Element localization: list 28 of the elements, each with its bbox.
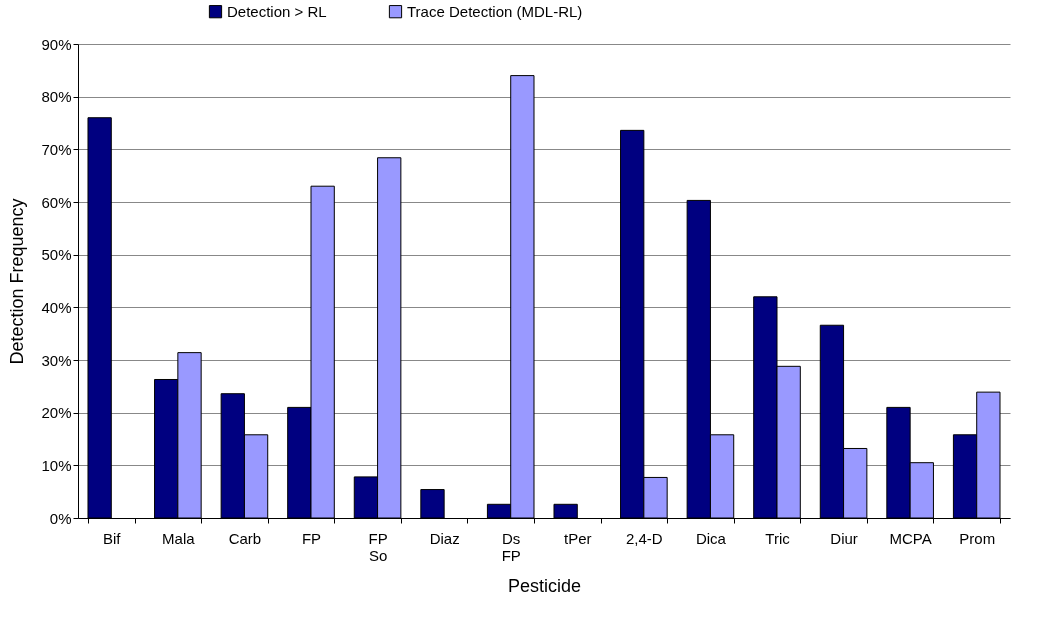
x-axis-title: Pesticide — [507, 575, 582, 596]
y-tick-label: 70% — [41, 140, 72, 158]
y-axis-title: Detection Frequency — [7, 198, 28, 365]
x-tick-label: Diaz — [429, 529, 460, 547]
x-tick-label: 2,4-D — [626, 529, 663, 547]
y-tick-label: 80% — [41, 88, 72, 106]
y-tick-label: 20% — [41, 404, 72, 422]
x-tick-label: FP — [301, 529, 322, 547]
x-tick-label: Mala — [162, 529, 196, 547]
y-tick-label: 40% — [41, 298, 72, 316]
x-tick-label: Carb — [228, 529, 262, 547]
x-tick-label: Tric — [765, 529, 791, 547]
x-tick-label: Ds FP — [501, 529, 521, 564]
y-tick-label: 60% — [41, 193, 72, 211]
y-tick-label: 50% — [41, 246, 72, 264]
y-tick-label: 90% — [41, 35, 72, 53]
x-tick-label: tPer — [564, 529, 592, 547]
x-tick-label: FP So — [368, 529, 388, 564]
y-tick-label: 10% — [41, 456, 72, 474]
x-tick-label: MCPA — [889, 529, 932, 547]
y-tick-label: 30% — [41, 351, 72, 369]
x-tick-label: Diur — [830, 529, 858, 547]
legend-label: Trace Detection (MDL-RL) — [407, 2, 583, 20]
x-tick-label: Bif — [103, 529, 122, 547]
x-tick-label: Prom — [959, 529, 996, 547]
legend-label: Detection > RL — [227, 2, 327, 20]
x-tick-label: Dica — [695, 529, 727, 547]
y-tick-label: 0% — [49, 509, 72, 527]
